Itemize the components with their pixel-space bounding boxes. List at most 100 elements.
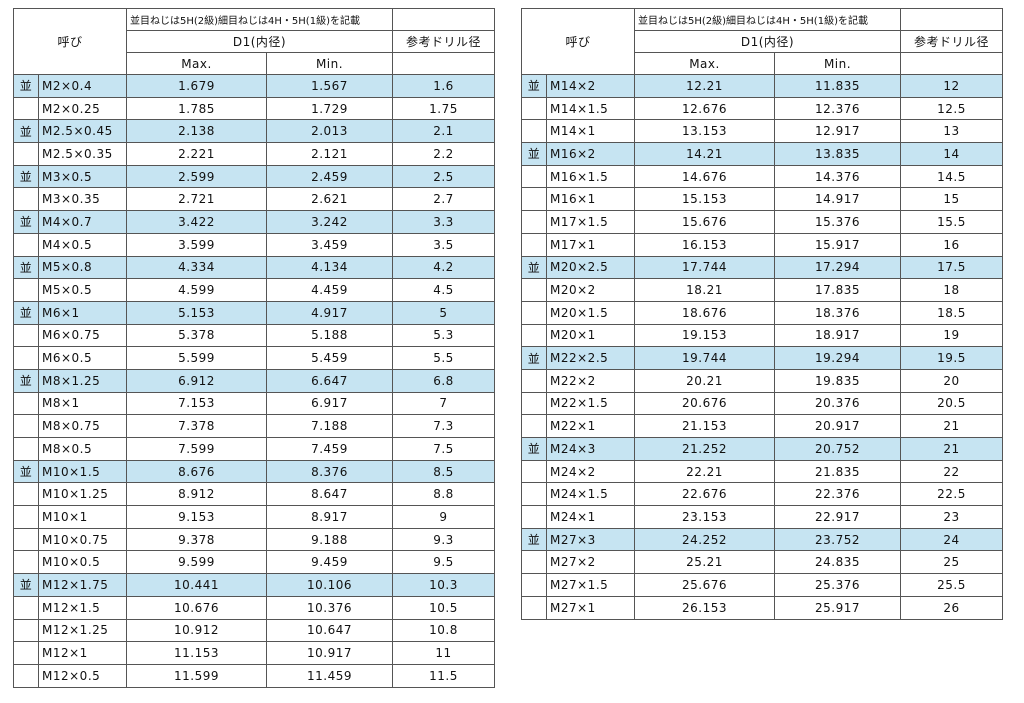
drill-value: 22.5 bbox=[900, 482, 1003, 507]
data-row: M20×2 18.21 17.835 18 bbox=[521, 278, 1003, 302]
coarse-mark: 並 bbox=[521, 74, 547, 98]
max-value: 9.599 bbox=[126, 550, 267, 575]
data-row: M27×2 25.21 24.835 25 bbox=[521, 550, 1003, 575]
min-value: 19.294 bbox=[774, 346, 901, 370]
data-row: 並 M27×3 24.252 23.752 24 bbox=[521, 527, 1003, 552]
max-value: 4.334 bbox=[126, 255, 267, 280]
thread-name: M8×1.25 bbox=[38, 368, 127, 393]
drill-value: 17.5 bbox=[900, 255, 1003, 280]
max-value: 7.153 bbox=[126, 391, 267, 416]
drill-value: 1.75 bbox=[392, 96, 495, 121]
thread-name: M12×0.5 bbox=[38, 663, 127, 688]
min-value: 22.917 bbox=[774, 505, 901, 529]
header-drill: 参考ドリル径 bbox=[392, 30, 495, 53]
mark-blank bbox=[13, 414, 39, 438]
drill-value: 13 bbox=[900, 119, 1003, 144]
thread-name: M27×1.5 bbox=[546, 573, 635, 597]
data-row: 並 M24×3 21.252 20.752 21 bbox=[521, 437, 1003, 461]
thread-name: M16×1 bbox=[546, 187, 635, 212]
data-row: M3×0.35 2.721 2.621 2.7 bbox=[13, 187, 495, 212]
max-value: 21.252 bbox=[634, 437, 775, 461]
header-note: 並目ねじは5H(2級)細目ねじは4H・5H(1級)を記載 bbox=[126, 8, 393, 31]
max-value: 10.912 bbox=[126, 618, 267, 643]
min-value: 20.752 bbox=[774, 437, 901, 461]
header-row: D1(内径) 参考ドリル径 bbox=[522, 30, 1003, 53]
header-drill: 参考ドリル径 bbox=[900, 30, 1003, 53]
max-value: 1.785 bbox=[126, 96, 267, 121]
data-row: M17×1.5 15.676 15.376 15.5 bbox=[521, 210, 1003, 234]
thread-name: M24×2 bbox=[546, 459, 635, 484]
thread-name: M2×0.25 bbox=[38, 96, 127, 121]
data-row: M24×1.5 22.676 22.376 22.5 bbox=[521, 482, 1003, 507]
data-row: M4×0.5 3.599 3.459 3.5 bbox=[13, 232, 495, 257]
min-value: 9.188 bbox=[266, 527, 393, 552]
data-row: M22×1.5 20.676 20.376 20.5 bbox=[521, 391, 1003, 416]
min-value: 20.376 bbox=[774, 391, 901, 416]
mark-blank bbox=[13, 527, 39, 552]
thread-name: M24×1 bbox=[546, 505, 635, 529]
drill-value: 21 bbox=[900, 414, 1003, 438]
thread-name: M5×0.8 bbox=[38, 255, 127, 280]
thread-name: M2×0.4 bbox=[38, 74, 127, 98]
header-max: Max. bbox=[126, 52, 267, 75]
thread-name: M22×2.5 bbox=[546, 346, 635, 370]
max-value: 14.676 bbox=[634, 164, 775, 189]
data-row: M20×1.5 18.676 18.376 18.5 bbox=[521, 300, 1003, 325]
mark-blank bbox=[521, 414, 547, 438]
drill-value: 12 bbox=[900, 74, 1003, 98]
data-row: M12×1.25 10.912 10.647 10.8 bbox=[13, 618, 495, 643]
data-row: M16×1.5 14.676 14.376 14.5 bbox=[521, 164, 1003, 189]
min-value: 15.376 bbox=[774, 210, 901, 234]
data-row: M22×1 21.153 20.917 21 bbox=[521, 414, 1003, 438]
drill-value: 18 bbox=[900, 278, 1003, 302]
thread-name: M8×0.75 bbox=[38, 414, 127, 438]
mark-blank bbox=[521, 96, 547, 121]
max-value: 10.676 bbox=[126, 595, 267, 620]
mark-blank bbox=[521, 459, 547, 484]
max-value: 15.153 bbox=[634, 187, 775, 212]
mark-blank bbox=[521, 300, 547, 325]
min-value: 4.917 bbox=[266, 300, 393, 325]
drill-value: 25.5 bbox=[900, 573, 1003, 597]
drill-value: 1.6 bbox=[392, 74, 495, 98]
data-row: M12×0.5 11.599 11.459 11.5 bbox=[13, 663, 495, 688]
thread-name: M14×1 bbox=[546, 119, 635, 144]
drill-value: 2.1 bbox=[392, 119, 495, 144]
drill-value: 8.8 bbox=[392, 482, 495, 507]
drill-value: 14.5 bbox=[900, 164, 1003, 189]
min-value: 19.835 bbox=[774, 368, 901, 393]
max-value: 19.744 bbox=[634, 346, 775, 370]
drill-value: 26 bbox=[900, 595, 1003, 620]
data-row: M24×1 23.153 22.917 23 bbox=[521, 505, 1003, 529]
thread-name: M3×0.5 bbox=[38, 164, 127, 189]
data-row: M17×1 16.153 15.917 16 bbox=[521, 232, 1003, 257]
drill-value: 19 bbox=[900, 323, 1003, 348]
data-row: 並 M16×2 14.21 13.835 14 bbox=[521, 142, 1003, 166]
min-value: 17.835 bbox=[774, 278, 901, 302]
max-value: 12.21 bbox=[634, 74, 775, 98]
mark-blank bbox=[521, 391, 547, 416]
min-value: 7.459 bbox=[266, 437, 393, 461]
mark-blank bbox=[521, 505, 547, 529]
mark-blank bbox=[13, 96, 39, 121]
data-row: M10×0.75 9.378 9.188 9.3 bbox=[13, 527, 495, 552]
max-value: 18.21 bbox=[634, 278, 775, 302]
min-value: 17.294 bbox=[774, 255, 901, 280]
min-value: 2.621 bbox=[266, 187, 393, 212]
max-value: 26.153 bbox=[634, 595, 775, 620]
coarse-mark: 並 bbox=[13, 300, 39, 325]
max-value: 9.378 bbox=[126, 527, 267, 552]
min-value: 5.188 bbox=[266, 323, 393, 348]
min-value: 3.242 bbox=[266, 210, 393, 234]
coarse-mark: 並 bbox=[13, 119, 39, 144]
min-value: 24.835 bbox=[774, 550, 901, 575]
data-row: 並 M2.5×0.45 2.138 2.013 2.1 bbox=[13, 119, 495, 144]
drill-value: 2.7 bbox=[392, 187, 495, 212]
data-row: 並 M3×0.5 2.599 2.459 2.5 bbox=[13, 164, 495, 189]
min-value: 20.917 bbox=[774, 414, 901, 438]
min-value: 10.917 bbox=[266, 641, 393, 665]
min-value: 18.917 bbox=[774, 323, 901, 348]
max-value: 22.676 bbox=[634, 482, 775, 507]
header-name: 呼び bbox=[521, 8, 635, 75]
